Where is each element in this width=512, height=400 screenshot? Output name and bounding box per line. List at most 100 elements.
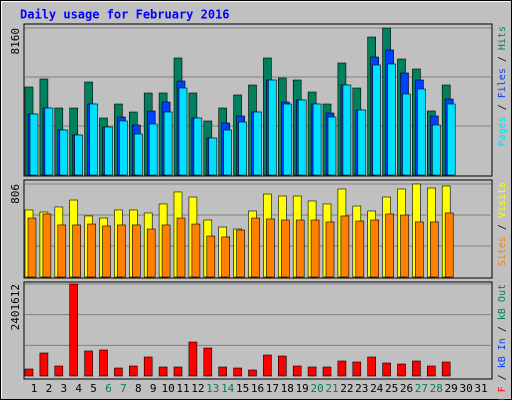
legend-entry: Sites bbox=[497, 236, 508, 266]
legend-entry: Pages bbox=[497, 116, 508, 146]
x-tick-label: 24 bbox=[370, 382, 384, 395]
x-tick-label: 27 bbox=[415, 382, 428, 395]
chart-title: Daily usage for February 2016 bbox=[20, 8, 230, 22]
x-tick-label: 14 bbox=[221, 382, 235, 395]
x-tick-label: 18 bbox=[281, 382, 294, 395]
y-tick-label: 806 bbox=[9, 184, 22, 204]
y-tick-label: 2401612 bbox=[9, 284, 22, 330]
legend-separator: / bbox=[497, 98, 508, 116]
bar bbox=[119, 120, 128, 176]
x-tick-label: 10 bbox=[161, 382, 174, 395]
x-tick-label: 8 bbox=[135, 382, 142, 395]
x-tick-label: 29 bbox=[445, 382, 458, 395]
bar bbox=[148, 123, 158, 176]
bar bbox=[99, 349, 108, 377]
x-tick-label: 17 bbox=[266, 382, 279, 395]
bar bbox=[382, 362, 391, 377]
bar bbox=[312, 103, 322, 176]
bar bbox=[263, 354, 272, 377]
bar bbox=[223, 129, 232, 176]
bar bbox=[42, 213, 52, 278]
bar bbox=[251, 217, 260, 278]
bar bbox=[208, 137, 218, 176]
bar bbox=[161, 224, 171, 278]
x-tick-label: 28 bbox=[430, 382, 443, 395]
bar bbox=[400, 214, 409, 278]
legend: Sites / Visits bbox=[497, 182, 508, 266]
bar bbox=[412, 360, 421, 377]
x-tick-label: 25 bbox=[385, 382, 398, 395]
bar bbox=[292, 365, 302, 377]
bar bbox=[132, 224, 141, 278]
bar bbox=[54, 365, 64, 377]
legend-entry: Files bbox=[497, 68, 508, 98]
legend-entry: kB In bbox=[497, 338, 508, 368]
plot-area bbox=[23, 281, 493, 380]
bar bbox=[218, 366, 227, 377]
bar bbox=[431, 124, 441, 176]
bar bbox=[158, 366, 168, 377]
bar bbox=[233, 367, 242, 377]
bar bbox=[322, 366, 332, 377]
x-tick-label: 21 bbox=[325, 382, 338, 395]
bar bbox=[446, 103, 456, 176]
bar bbox=[84, 350, 93, 377]
bar bbox=[357, 109, 367, 176]
bar bbox=[367, 356, 377, 377]
bar bbox=[221, 236, 230, 278]
x-tick-label: 2 bbox=[46, 382, 53, 395]
x-tick-label: 20 bbox=[310, 382, 323, 395]
x-tick-label: 3 bbox=[60, 382, 67, 395]
bar bbox=[24, 368, 34, 377]
bar bbox=[415, 221, 424, 278]
legend-entry: Visits bbox=[497, 182, 508, 218]
legend: Pages / Files / Hits bbox=[497, 26, 508, 146]
bar bbox=[429, 221, 439, 278]
legend-separator: / bbox=[497, 368, 508, 386]
legend-entry: kB Out bbox=[497, 284, 508, 320]
bar bbox=[193, 117, 203, 176]
bar bbox=[238, 121, 247, 176]
x-tick-label: 5 bbox=[90, 382, 97, 395]
bar bbox=[206, 235, 216, 278]
x-tick-label: 4 bbox=[75, 382, 82, 395]
bar bbox=[370, 219, 380, 278]
bar bbox=[340, 215, 350, 278]
x-tick-label: 6 bbox=[105, 382, 112, 395]
legend-entry: kB F bbox=[497, 386, 508, 400]
bar bbox=[57, 224, 67, 278]
x-tick-label: 1 bbox=[31, 382, 38, 395]
bar bbox=[325, 221, 335, 278]
x-tick-label: 30 bbox=[459, 382, 472, 395]
x-tick-label: 12 bbox=[191, 382, 204, 395]
x-tick-label: 22 bbox=[340, 382, 353, 395]
bar bbox=[27, 217, 37, 278]
legend: kB F / kB In / kB Out bbox=[497, 284, 508, 400]
legend-separator: / bbox=[497, 50, 508, 68]
legend-separator: / bbox=[497, 320, 508, 338]
bar bbox=[307, 366, 317, 377]
bar bbox=[104, 126, 113, 176]
y-tick-label: 8160 bbox=[9, 28, 22, 55]
bar bbox=[146, 228, 156, 278]
bar bbox=[102, 225, 111, 278]
x-tick-label: 7 bbox=[120, 382, 127, 395]
bar bbox=[385, 213, 394, 278]
bar bbox=[178, 87, 188, 176]
bar bbox=[134, 133, 143, 176]
bar bbox=[39, 352, 49, 377]
x-tick-label: 9 bbox=[150, 382, 157, 395]
bar bbox=[268, 79, 277, 176]
bar bbox=[253, 111, 262, 176]
bar bbox=[327, 116, 337, 176]
bar bbox=[277, 355, 287, 377]
bar bbox=[72, 224, 81, 278]
bar bbox=[236, 229, 245, 278]
bar bbox=[282, 103, 292, 176]
bar bbox=[117, 224, 126, 278]
bar bbox=[74, 134, 83, 176]
bar bbox=[87, 223, 96, 278]
x-tick-label: 13 bbox=[206, 382, 219, 395]
